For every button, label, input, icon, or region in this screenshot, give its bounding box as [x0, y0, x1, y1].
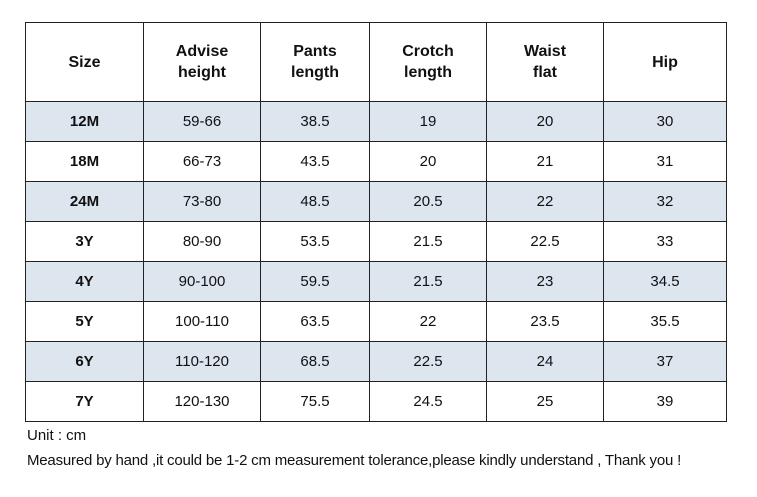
hip-cell: 30 [603, 101, 727, 142]
size-cell: 5Y [25, 301, 144, 342]
advise-height-cell: 66-73 [143, 141, 261, 182]
header-size: Size [25, 22, 144, 102]
advise-height-cell: 73-80 [143, 181, 261, 222]
table-row: 12M 59-66 38.5 19 20 30 [25, 101, 727, 142]
crotch-length-cell: 20 [369, 141, 487, 182]
crotch-length-cell: 21.5 [369, 221, 487, 262]
hip-cell: 33 [603, 221, 727, 262]
waist-flat-cell: 23 [486, 261, 604, 302]
table-row: 18M 66-73 43.5 20 21 31 [25, 141, 727, 182]
waist-flat-cell: 22 [486, 181, 604, 222]
size-cell: 24M [25, 181, 144, 222]
header-crotch-length: Crotch length [369, 22, 487, 102]
waist-flat-cell: 24 [486, 341, 604, 382]
crotch-length-cell: 19 [369, 101, 487, 142]
size-cell: 18M [25, 141, 144, 182]
table-row: 3Y 80-90 53.5 21.5 22.5 33 [25, 221, 727, 262]
crotch-length-cell: 22 [369, 301, 487, 342]
pants-length-cell: 63.5 [260, 301, 370, 342]
pants-length-cell: 68.5 [260, 341, 370, 382]
hip-cell: 32 [603, 181, 727, 222]
table-row: 7Y 120-130 75.5 24.5 25 39 [25, 381, 727, 422]
waist-flat-cell: 23.5 [486, 301, 604, 342]
advise-height-cell: 90-100 [143, 261, 261, 302]
crotch-length-cell: 21.5 [369, 261, 487, 302]
crotch-length-cell: 20.5 [369, 181, 487, 222]
header-pants-length: Pants length [260, 22, 370, 102]
pants-length-cell: 48.5 [260, 181, 370, 222]
size-cell: 4Y [25, 261, 144, 302]
waist-flat-cell: 21 [486, 141, 604, 182]
crotch-length-cell: 24.5 [369, 381, 487, 422]
table-row: 6Y 110-120 68.5 22.5 24 37 [25, 341, 727, 382]
waist-flat-cell: 20 [486, 101, 604, 142]
crotch-length-cell: 22.5 [369, 341, 487, 382]
header-waist-flat: Waist flat [486, 22, 604, 102]
pants-length-cell: 59.5 [260, 261, 370, 302]
pants-length-cell: 43.5 [260, 141, 370, 182]
pants-length-cell: 75.5 [260, 381, 370, 422]
table-row: 5Y 100-110 63.5 22 23.5 35.5 [25, 301, 727, 342]
size-cell: 6Y [25, 341, 144, 382]
advise-height-cell: 120-130 [143, 381, 261, 422]
size-cell: 7Y [25, 381, 144, 422]
advise-height-cell: 100-110 [143, 301, 261, 342]
size-cell: 12M [25, 101, 144, 142]
waist-flat-cell: 22.5 [486, 221, 604, 262]
pants-length-cell: 38.5 [260, 101, 370, 142]
header-hip: Hip [603, 22, 727, 102]
hip-cell: 39 [603, 381, 727, 422]
size-chart-table: Size Advise height Pants length Crotch l… [25, 22, 727, 422]
advise-height-cell: 110-120 [143, 341, 261, 382]
size-cell: 3Y [25, 221, 144, 262]
advise-height-cell: 59-66 [143, 101, 261, 142]
waist-flat-cell: 25 [486, 381, 604, 422]
header-advise-height: Advise height [143, 22, 261, 102]
unit-note: Unit : cm [27, 427, 87, 444]
tolerance-note: Measured by hand ,it could be 1-2 cm mea… [27, 452, 682, 469]
table-row: 24M 73-80 48.5 20.5 22 32 [25, 181, 727, 222]
pants-length-cell: 53.5 [260, 221, 370, 262]
hip-cell: 34.5 [603, 261, 727, 302]
advise-height-cell: 80-90 [143, 221, 261, 262]
hip-cell: 35.5 [603, 301, 727, 342]
hip-cell: 37 [603, 341, 727, 382]
table-row: 4Y 90-100 59.5 21.5 23 34.5 [25, 261, 727, 302]
hip-cell: 31 [603, 141, 727, 182]
header-row: Size Advise height Pants length Crotch l… [25, 22, 727, 102]
